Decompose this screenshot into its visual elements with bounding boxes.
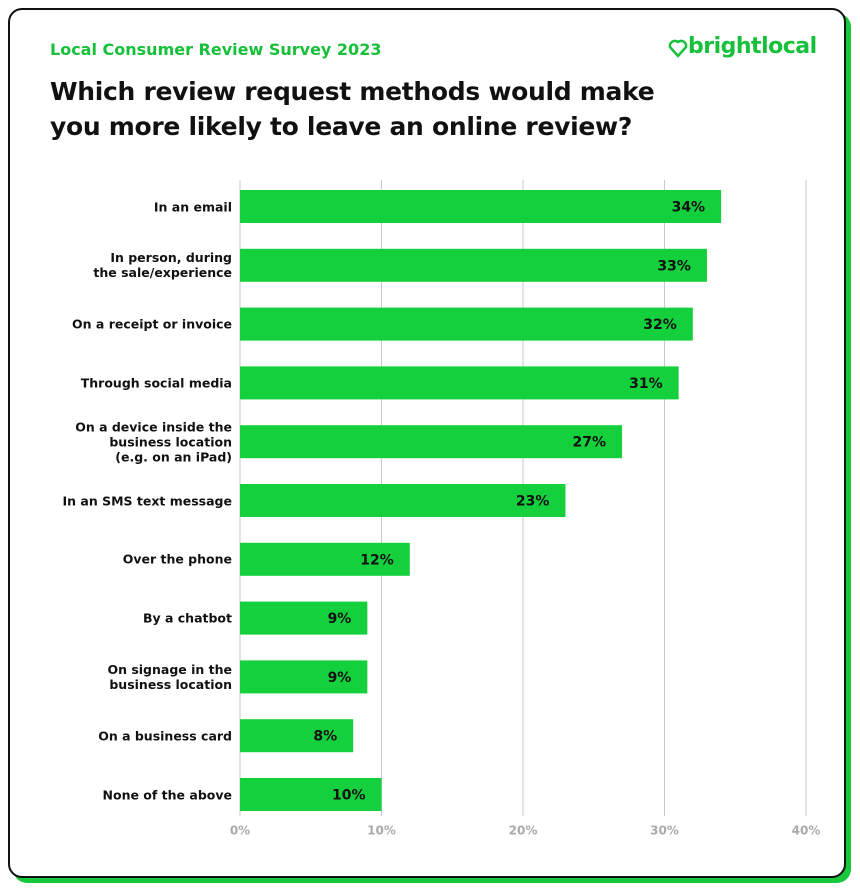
bar — [240, 307, 693, 341]
value-label: 32% — [643, 317, 677, 333]
bar — [240, 484, 566, 517]
x-tick-label: 40% — [792, 824, 821, 838]
brand: brightlocal — [688, 34, 817, 59]
value-label: 27% — [573, 435, 607, 451]
subtitle: Local Consumer Review Survey 2023 — [50, 40, 382, 59]
category-label: Over the phone — [122, 551, 232, 567]
value-label: 9% — [328, 670, 352, 686]
category-label: In an SMS text message — [62, 493, 232, 508]
bar — [240, 778, 382, 811]
bar — [240, 190, 722, 223]
chart-title: Which review request methods would make … — [50, 77, 655, 141]
x-tick-label: 20% — [509, 824, 538, 838]
brand-icon — [668, 39, 688, 58]
value-label: 23% — [516, 494, 550, 510]
value-label: 31% — [629, 376, 663, 392]
value-label: 8% — [313, 729, 337, 745]
bar — [240, 660, 368, 694]
x-tick-label: 0% — [230, 824, 250, 838]
x-tick-label: 10% — [367, 824, 396, 838]
bar — [240, 248, 707, 282]
category-label: Through social media — [80, 375, 232, 391]
category-label: By a chatbot — [142, 610, 232, 626]
category-label: In person, during the sale/experience — [93, 250, 232, 281]
value-label: 10% — [332, 788, 366, 804]
category-label: In an email — [153, 199, 232, 214]
bar — [240, 719, 354, 753]
bar — [240, 425, 623, 459]
value-label: 12% — [360, 552, 394, 568]
category-label: On a business card — [98, 728, 232, 744]
category-label: On a device inside the business location… — [75, 419, 232, 465]
category-label: On signage in the business location — [107, 661, 232, 692]
category-label: On a receipt or invoice — [72, 316, 232, 332]
x-tick-label: 30% — [650, 824, 679, 838]
bar — [240, 601, 368, 635]
bar — [240, 366, 679, 400]
value-label: 34% — [672, 200, 706, 216]
value-label: 33% — [657, 258, 691, 274]
category-label: None of the above — [102, 787, 232, 802]
value-label: 9% — [328, 611, 352, 627]
bar — [240, 542, 410, 576]
